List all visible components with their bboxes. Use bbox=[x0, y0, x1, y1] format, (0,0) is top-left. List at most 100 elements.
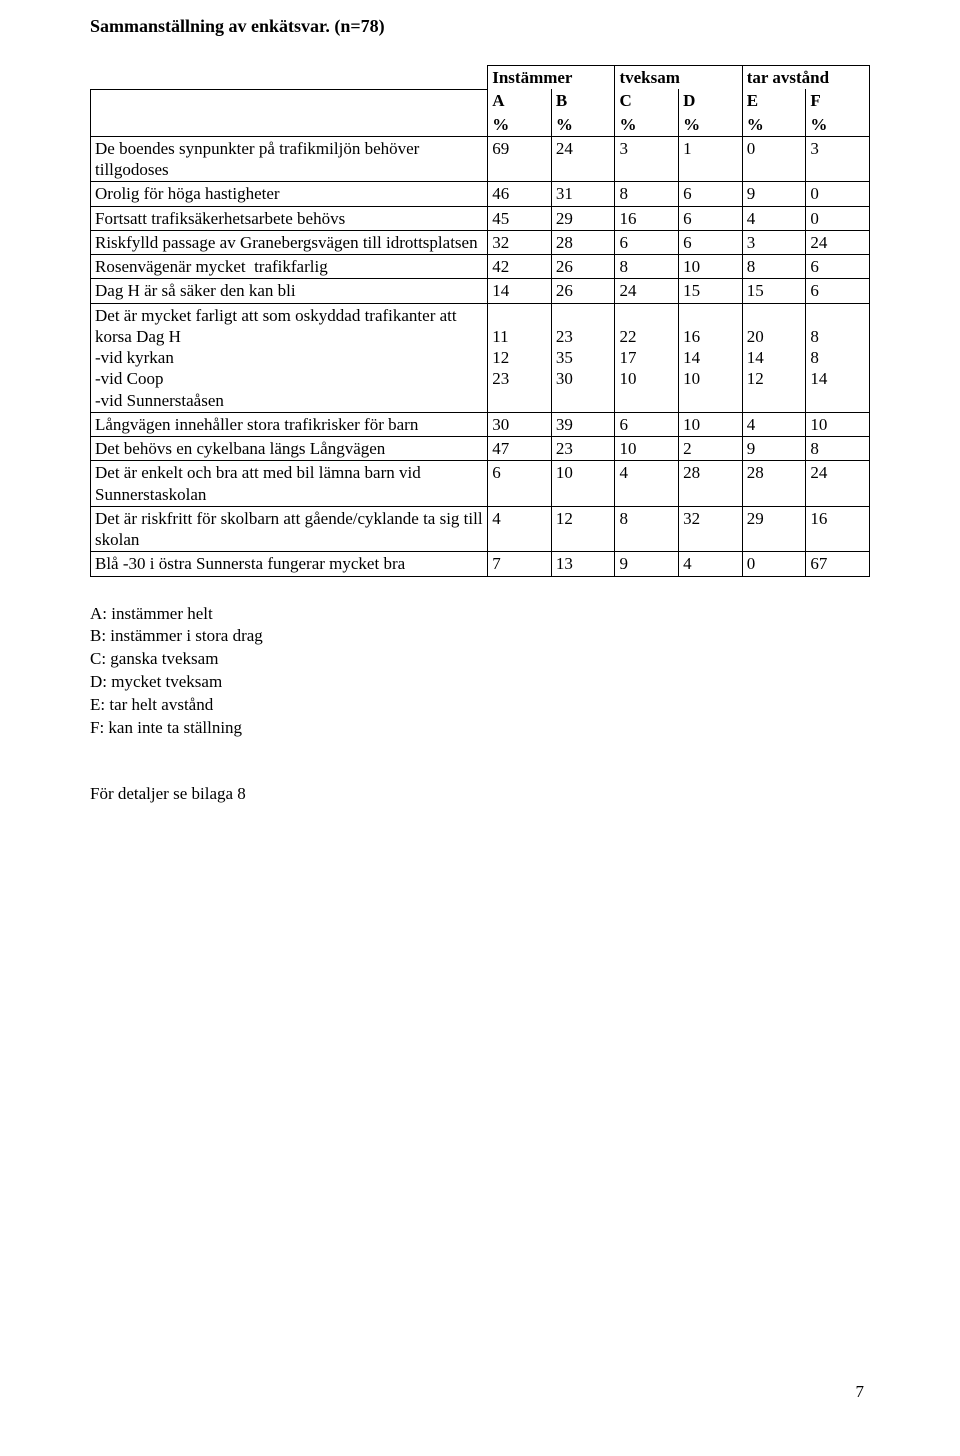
cell-value: 8 bbox=[615, 255, 679, 279]
cell-value: 28 bbox=[679, 461, 743, 507]
table-row: De boendes synpunkter på trafikmiljön be… bbox=[91, 136, 870, 182]
table-row: Det är riskfritt för skolbarn att gående… bbox=[91, 506, 870, 552]
legend-block: A: instämmer heltB: instämmer i stora dr… bbox=[90, 603, 870, 741]
cell-value: 16 bbox=[615, 206, 679, 230]
cell-value: 0 bbox=[806, 182, 870, 206]
cell-value: 7 bbox=[488, 552, 552, 576]
legend-line: A: instämmer helt bbox=[90, 603, 870, 626]
table-row: Det är mycket farligt att som oskyddad t… bbox=[91, 303, 870, 412]
survey-table: Instämmertveksamtar avståndABCDEF%%%%%%D… bbox=[90, 65, 870, 577]
cell-value: 233530 bbox=[551, 303, 615, 412]
column-pct: % bbox=[551, 113, 615, 137]
column-label: A bbox=[488, 89, 552, 112]
cell-value: 4 bbox=[615, 461, 679, 507]
column-pct: % bbox=[679, 113, 743, 137]
cell-value: 8 bbox=[615, 506, 679, 552]
cell-value: 26 bbox=[551, 279, 615, 303]
cell-value: 6 bbox=[488, 461, 552, 507]
page-number: 7 bbox=[856, 1382, 865, 1402]
cell-value: 28 bbox=[742, 461, 806, 507]
cell-value: 6 bbox=[679, 230, 743, 254]
table-row: Orolig för höga hastigheter46318690 bbox=[91, 182, 870, 206]
cell-value: 6 bbox=[806, 255, 870, 279]
cell-value: 23 bbox=[551, 437, 615, 461]
cell-value: 29 bbox=[551, 206, 615, 230]
group-header: Instämmer bbox=[488, 66, 615, 90]
legend-line: E: tar helt avstånd bbox=[90, 694, 870, 717]
cell-value: 8 bbox=[806, 437, 870, 461]
cell-value: 14 bbox=[488, 279, 552, 303]
row-label: Det är riskfritt för skolbarn att gående… bbox=[91, 506, 488, 552]
cell-value: 8 bbox=[742, 255, 806, 279]
cell-value: 8814 bbox=[806, 303, 870, 412]
table-row: Dag H är så säker den kan bli14262415156 bbox=[91, 279, 870, 303]
cell-value: 6 bbox=[679, 206, 743, 230]
cell-value: 15 bbox=[742, 279, 806, 303]
cell-value: 6 bbox=[615, 230, 679, 254]
row-label: Dag H är så säker den kan bli bbox=[91, 279, 488, 303]
row-label: Det är enkelt och bra att med bil lämna … bbox=[91, 461, 488, 507]
cell-value: 4 bbox=[679, 552, 743, 576]
row-label: Rosenvägenär mycket trafikfarlig bbox=[91, 255, 488, 279]
cell-value: 47 bbox=[488, 437, 552, 461]
cell-value: 67 bbox=[806, 552, 870, 576]
cell-value: 2 bbox=[679, 437, 743, 461]
group-header: tar avstånd bbox=[742, 66, 869, 90]
cell-value: 0 bbox=[806, 206, 870, 230]
column-label: E bbox=[742, 89, 806, 112]
column-label: C bbox=[615, 89, 679, 112]
cell-value: 10 bbox=[679, 412, 743, 436]
header-empty bbox=[91, 113, 488, 137]
legend-line: D: mycket tveksam bbox=[90, 671, 870, 694]
cell-value: 3 bbox=[615, 136, 679, 182]
cell-value: 10 bbox=[551, 461, 615, 507]
cell-value: 24 bbox=[615, 279, 679, 303]
cell-value: 8 bbox=[615, 182, 679, 206]
cell-value: 45 bbox=[488, 206, 552, 230]
page-title: Sammanställning av enkätsvar. (n=78) bbox=[90, 16, 870, 37]
table-row: Långvägen innehåller stora trafikrisker … bbox=[91, 412, 870, 436]
row-label: Fortsatt trafiksäkerhetsarbete behövs bbox=[91, 206, 488, 230]
cell-value: 9 bbox=[742, 437, 806, 461]
column-pct: % bbox=[488, 113, 552, 137]
cell-value: 6 bbox=[806, 279, 870, 303]
cell-value: 29 bbox=[742, 506, 806, 552]
table-row: Det är enkelt och bra att med bil lämna … bbox=[91, 461, 870, 507]
column-label: D bbox=[679, 89, 743, 112]
row-label: Långvägen innehåller stora trafikrisker … bbox=[91, 412, 488, 436]
legend-line: F: kan inte ta ställning bbox=[90, 717, 870, 740]
table-row: Fortsatt trafiksäkerhetsarbete behövs452… bbox=[91, 206, 870, 230]
cell-value: 24 bbox=[806, 230, 870, 254]
cell-value: 221710 bbox=[615, 303, 679, 412]
cell-value: 10 bbox=[679, 255, 743, 279]
cell-value: 15 bbox=[679, 279, 743, 303]
row-label: Riskfylld passage av Granebergsvägen til… bbox=[91, 230, 488, 254]
cell-value: 4 bbox=[742, 206, 806, 230]
table-row: Riskfylld passage av Granebergsvägen til… bbox=[91, 230, 870, 254]
cell-value: 10 bbox=[615, 437, 679, 461]
header-empty bbox=[91, 89, 488, 112]
cell-value: 28 bbox=[551, 230, 615, 254]
cell-value: 31 bbox=[551, 182, 615, 206]
row-label: Orolig för höga hastigheter bbox=[91, 182, 488, 206]
cell-value: 6 bbox=[679, 182, 743, 206]
table-row: Det behövs en cykelbana längs Långvägen4… bbox=[91, 437, 870, 461]
cell-value: 30 bbox=[488, 412, 552, 436]
legend-line: C: ganska tveksam bbox=[90, 648, 870, 671]
cell-value: 10 bbox=[806, 412, 870, 436]
row-label: Det är mycket farligt att som oskyddad t… bbox=[91, 303, 488, 412]
cell-value: 13 bbox=[551, 552, 615, 576]
page: Sammanställning av enkätsvar. (n=78) Ins… bbox=[0, 0, 960, 1456]
footer-note: För detaljer se bilaga 8 bbox=[90, 784, 870, 804]
cell-value: 3 bbox=[806, 136, 870, 182]
cell-value: 24 bbox=[551, 136, 615, 182]
group-header: tveksam bbox=[615, 66, 742, 90]
cell-value: 4 bbox=[488, 506, 552, 552]
cell-value: 46 bbox=[488, 182, 552, 206]
cell-value: 24 bbox=[806, 461, 870, 507]
header-empty bbox=[91, 66, 488, 90]
column-label: F bbox=[806, 89, 870, 112]
column-pct: % bbox=[806, 113, 870, 137]
column-pct: % bbox=[742, 113, 806, 137]
cell-value: 0 bbox=[742, 136, 806, 182]
